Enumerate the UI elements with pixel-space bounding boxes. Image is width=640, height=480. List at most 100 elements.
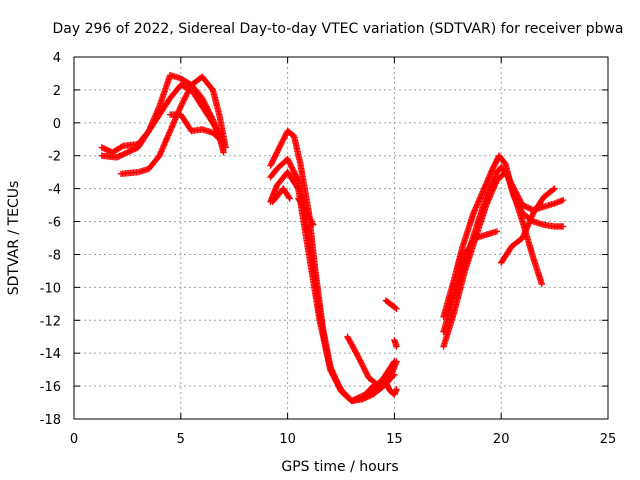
- data-point: [294, 175, 301, 183]
- data-point: [334, 380, 341, 388]
- y-tick-label: -16: [40, 380, 61, 395]
- data-point: [277, 140, 285, 148]
- data-point: [333, 379, 340, 386]
- data-point: [357, 358, 365, 366]
- y-tick-label: -12: [40, 314, 61, 329]
- data-point: [181, 96, 188, 103]
- data-point: [186, 86, 193, 93]
- data-point: [360, 364, 367, 372]
- data-point: [289, 165, 296, 173]
- data-point: [393, 343, 400, 350]
- data-point: [393, 305, 400, 312]
- data-point: [559, 223, 567, 230]
- data-point: [358, 360, 365, 367]
- x-tick-label: 25: [600, 432, 617, 447]
- data-point: [293, 174, 301, 181]
- y-axis-label: SDTVAR / TECUs: [6, 181, 22, 296]
- data-point: [177, 103, 184, 110]
- y-tick-label: -8: [48, 248, 61, 263]
- data-point: [182, 93, 189, 100]
- data-point: [288, 164, 296, 171]
- data-point: [186, 84, 194, 92]
- data-point: [286, 160, 293, 167]
- data-point: [219, 138, 226, 145]
- data-point: [359, 363, 367, 370]
- data-point: [393, 358, 400, 365]
- data-point: [336, 384, 343, 392]
- data-point: [551, 185, 558, 192]
- data-point: [184, 90, 191, 97]
- data-point: [390, 372, 397, 379]
- data-point: [364, 371, 371, 379]
- y-tick-label: 0: [53, 117, 61, 132]
- data-point: [285, 157, 292, 164]
- x-tick-label: 15: [386, 432, 403, 447]
- data-point: [273, 149, 281, 156]
- data-point: [277, 142, 284, 149]
- x-tick-label: 10: [279, 432, 296, 447]
- data-point: [329, 372, 337, 379]
- data-series: [98, 71, 567, 405]
- data-point: [538, 280, 545, 288]
- data-point: [357, 357, 364, 364]
- data-point: [328, 369, 335, 376]
- data-point: [180, 97, 187, 104]
- data-point: [185, 87, 192, 94]
- y-tick-label: 2: [53, 84, 61, 99]
- data-point: [393, 386, 400, 393]
- data-point: [287, 162, 295, 170]
- x-axis-label: GPS time / hours: [281, 459, 398, 475]
- data-point: [290, 168, 298, 176]
- data-point: [391, 371, 398, 378]
- data-point: [332, 376, 339, 383]
- data-point: [292, 171, 299, 178]
- data-point: [290, 167, 297, 174]
- data-point: [118, 143, 125, 150]
- data-point: [493, 228, 501, 235]
- data-point: [292, 172, 300, 180]
- series-arc-19: [498, 185, 558, 266]
- data-point: [359, 361, 366, 369]
- data-point: [286, 195, 293, 202]
- data-point: [275, 144, 283, 152]
- data-point: [220, 139, 227, 146]
- data-point: [559, 196, 567, 204]
- data-point: [332, 377, 340, 385]
- data-point: [279, 137, 286, 145]
- data-point: [354, 353, 362, 360]
- series-arc-12: [380, 374, 400, 398]
- data-point: [274, 147, 281, 155]
- y-tick-label: -14: [40, 347, 61, 362]
- data-point: [356, 356, 363, 363]
- data-point: [284, 155, 291, 163]
- data-point: [330, 373, 338, 380]
- data-point: [294, 184, 301, 191]
- data-point: [285, 158, 293, 166]
- plot-frame: [73, 56, 609, 420]
- x-tick-label: 5: [177, 432, 185, 447]
- x-tick-label: 20: [493, 432, 510, 447]
- data-point: [183, 91, 190, 99]
- data-point: [178, 101, 185, 109]
- data-point: [179, 98, 187, 106]
- series-arc-7: [267, 168, 377, 405]
- series-arc-18: [451, 228, 501, 299]
- data-point: [355, 354, 362, 362]
- series-arc-4: [166, 111, 227, 146]
- y-tick-label: -2: [48, 150, 61, 165]
- data-point: [278, 139, 286, 146]
- x-tick-label: 0: [70, 432, 78, 447]
- data-point: [281, 133, 288, 140]
- data-point: [181, 94, 189, 102]
- data-point: [280, 134, 288, 142]
- data-point: [361, 366, 368, 373]
- y-tick-label: -4: [48, 183, 61, 198]
- data-point: [310, 221, 317, 229]
- data-point: [287, 161, 294, 168]
- data-point: [331, 374, 338, 382]
- data-point: [368, 384, 376, 391]
- data-point: [334, 382, 342, 389]
- series-arc-13: [391, 336, 400, 350]
